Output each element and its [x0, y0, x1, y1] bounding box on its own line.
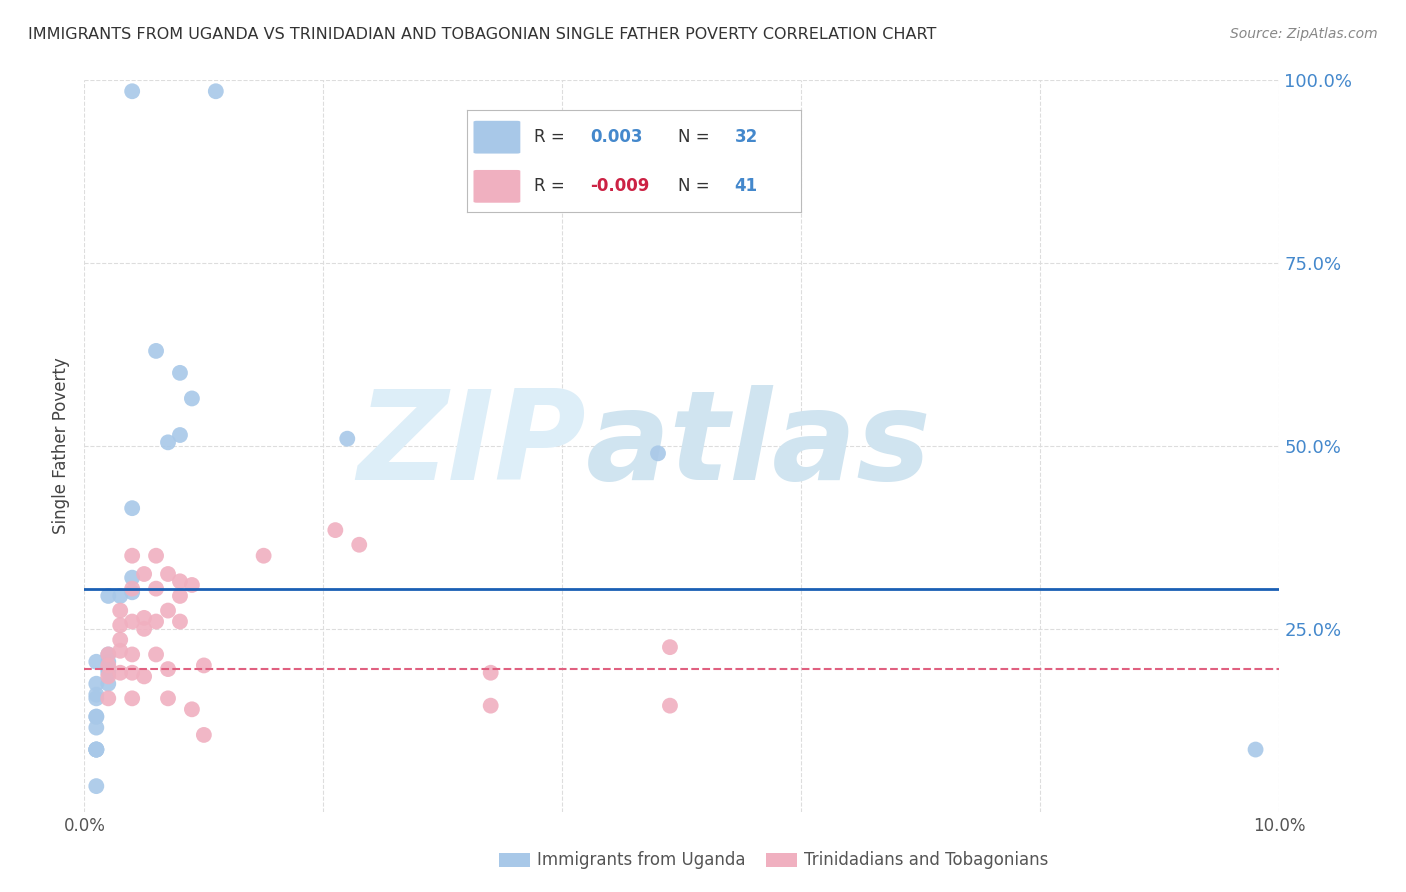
- Point: [121, 665, 143, 680]
- Text: ZIP: ZIP: [357, 385, 586, 507]
- Point: [97, 655, 120, 669]
- Y-axis label: Single Father Poverty: Single Father Poverty: [52, 358, 70, 534]
- Point: [157, 603, 180, 617]
- Point: [145, 343, 167, 358]
- Point: [97, 665, 120, 680]
- Point: [181, 392, 204, 406]
- Point: [110, 603, 132, 617]
- Point: [121, 691, 143, 706]
- Point: [86, 742, 108, 756]
- Point: [86, 691, 108, 706]
- Point: [86, 721, 108, 735]
- Point: [110, 632, 132, 647]
- Point: [1244, 742, 1267, 756]
- Point: [336, 432, 359, 446]
- Point: [121, 615, 143, 629]
- Text: Immigrants from Uganda: Immigrants from Uganda: [537, 851, 745, 869]
- Point: [132, 611, 156, 625]
- Point: [121, 582, 143, 596]
- Point: [86, 742, 108, 756]
- Point: [97, 691, 120, 706]
- Point: [121, 501, 143, 516]
- Point: [145, 549, 167, 563]
- Point: [145, 648, 167, 662]
- Text: Source: ZipAtlas.com: Source: ZipAtlas.com: [1230, 27, 1378, 41]
- Point: [121, 84, 143, 98]
- Point: [181, 578, 204, 592]
- Point: [97, 662, 120, 676]
- Point: [157, 691, 180, 706]
- Point: [181, 702, 204, 716]
- Point: [97, 589, 120, 603]
- Point: [121, 648, 143, 662]
- Point: [157, 662, 180, 676]
- Point: [86, 655, 108, 669]
- Point: [157, 435, 180, 450]
- Point: [121, 585, 143, 599]
- Point: [132, 567, 156, 582]
- Point: [193, 728, 215, 742]
- Point: [97, 676, 120, 690]
- Point: [169, 366, 191, 380]
- Point: [86, 779, 108, 793]
- Point: [97, 669, 120, 683]
- Point: [97, 648, 120, 662]
- Point: [193, 658, 215, 673]
- Point: [86, 742, 108, 756]
- Point: [647, 446, 669, 460]
- Point: [121, 571, 143, 585]
- Point: [479, 665, 502, 680]
- Point: [110, 665, 132, 680]
- Point: [86, 676, 108, 690]
- Point: [110, 618, 132, 632]
- Text: atlas: atlas: [586, 385, 932, 507]
- Text: IMMIGRANTS FROM UGANDA VS TRINIDADIAN AND TOBAGONIAN SINGLE FATHER POVERTY CORRE: IMMIGRANTS FROM UGANDA VS TRINIDADIAN AN…: [28, 27, 936, 42]
- Point: [659, 640, 682, 655]
- Point: [659, 698, 682, 713]
- Point: [110, 644, 132, 658]
- Point: [349, 538, 371, 552]
- Point: [325, 523, 347, 537]
- Point: [169, 574, 191, 589]
- Point: [145, 582, 167, 596]
- Point: [157, 567, 180, 582]
- Point: [253, 549, 276, 563]
- Point: [169, 589, 191, 603]
- Point: [145, 615, 167, 629]
- Point: [86, 688, 108, 702]
- Point: [86, 709, 108, 723]
- Point: [479, 698, 502, 713]
- Point: [169, 428, 191, 442]
- Point: [132, 622, 156, 636]
- Point: [169, 615, 191, 629]
- Point: [110, 589, 132, 603]
- Point: [97, 648, 120, 662]
- Point: [205, 84, 228, 98]
- Point: [86, 742, 108, 756]
- Point: [86, 709, 108, 723]
- Point: [121, 549, 143, 563]
- Point: [132, 669, 156, 683]
- Text: Trinidadians and Tobagonians: Trinidadians and Tobagonians: [804, 851, 1049, 869]
- Point: [97, 658, 120, 673]
